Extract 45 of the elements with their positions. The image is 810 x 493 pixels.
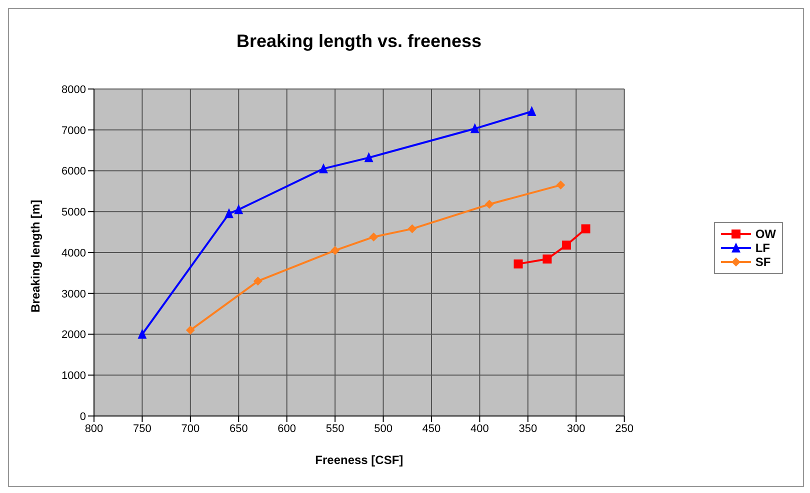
point xyxy=(253,276,262,286)
x-tick-label: 800 xyxy=(84,422,104,435)
y-tick-label: 4000 xyxy=(62,247,86,260)
legend-label: LF xyxy=(755,240,770,254)
point xyxy=(224,208,234,218)
x-axis-title: Freeness [CSF] xyxy=(315,453,404,467)
x-tick-label: 700 xyxy=(181,422,200,435)
point xyxy=(330,246,340,255)
point xyxy=(484,200,494,209)
point xyxy=(470,123,480,134)
y-tick-label: 2000 xyxy=(62,329,86,342)
x-tick-label: 600 xyxy=(278,422,296,435)
point xyxy=(408,224,417,234)
y-tick-label: 6000 xyxy=(62,166,86,178)
y-tick-label: 1000 xyxy=(62,370,86,382)
point xyxy=(562,240,571,250)
point xyxy=(542,254,552,264)
x-tick-label: 500 xyxy=(374,422,392,435)
point xyxy=(527,106,536,116)
y-axis-title: Breaking length [m] xyxy=(28,200,42,312)
y-tick-label: 5000 xyxy=(62,206,86,219)
point xyxy=(364,152,374,162)
point xyxy=(556,180,566,190)
point xyxy=(369,232,378,242)
legend-label: OW xyxy=(755,226,776,240)
x-tick-label: 550 xyxy=(326,422,344,435)
chart-title: Breaking length vs. freeness xyxy=(235,31,483,52)
point xyxy=(186,326,195,335)
y-tick-label: 7000 xyxy=(62,124,86,137)
x-tick-label: 400 xyxy=(470,422,489,435)
x-tick-label: 250 xyxy=(615,422,634,435)
point xyxy=(581,224,590,234)
point xyxy=(514,259,523,268)
x-tick-label: 650 xyxy=(229,422,248,435)
x-tick-label: 300 xyxy=(566,422,586,435)
y-tick-label: 3000 xyxy=(62,288,86,300)
point xyxy=(318,163,328,174)
point xyxy=(138,328,147,339)
y-tick-label: 0 xyxy=(80,410,86,423)
x-tick-label: 450 xyxy=(422,422,441,435)
y-tick-label: 8000 xyxy=(62,84,86,96)
legend-label: SF xyxy=(755,254,771,268)
x-tick-label: 750 xyxy=(133,422,152,435)
point xyxy=(234,204,244,214)
x-tick-label: 350 xyxy=(518,422,538,435)
